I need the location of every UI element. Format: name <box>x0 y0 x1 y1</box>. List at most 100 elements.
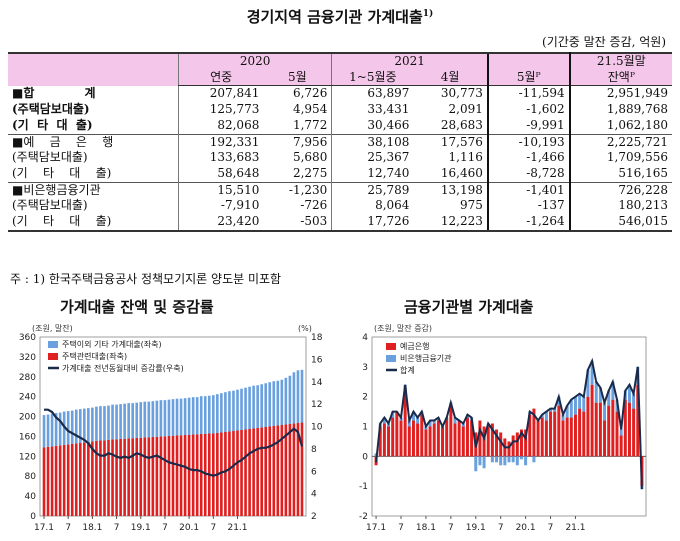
y-right-unit: (%) <box>298 324 312 333</box>
table-cell: 133,683 <box>178 150 264 166</box>
housing-bar <box>107 439 110 516</box>
table-cell: 38,108 <box>331 133 414 151</box>
nonbank-bar <box>524 456 528 466</box>
row-label: (주택담보대출) <box>12 102 90 117</box>
housing-bar <box>187 434 191 516</box>
corner-cell <box>8 52 179 86</box>
nonbank-bar <box>478 456 482 466</box>
table-cell: 63,897 <box>331 85 414 103</box>
x-tick-label: 7 <box>398 523 404 533</box>
housing-bar <box>272 426 276 516</box>
bank-bar <box>582 411 586 457</box>
housing-bar <box>50 446 54 516</box>
bank-bar <box>611 399 615 457</box>
other-loan-bar <box>183 398 187 435</box>
header-may: 5월ᴾ <box>486 69 571 87</box>
housing-bar <box>135 437 139 516</box>
nonbank-bar <box>619 429 623 436</box>
other-loan-bar <box>123 403 126 439</box>
nonbank-bar <box>607 390 611 406</box>
x-tick-label: 7 <box>65 523 71 533</box>
other-loan-bar <box>268 382 272 427</box>
bank-bar <box>573 414 577 457</box>
x-tick-label: 7 <box>114 523 120 533</box>
table-cell: 15,510 <box>178 181 264 199</box>
y-right-tick: 10 <box>311 423 323 433</box>
bank-bar <box>578 408 582 457</box>
y-left-tick: 0 <box>30 512 36 522</box>
other-loan-bar <box>244 387 247 430</box>
bank-bar <box>532 408 536 457</box>
bank-bar <box>553 411 557 457</box>
table-cell: -7,910 <box>178 198 264 215</box>
other-loan-bar <box>99 406 102 441</box>
other-loan-bar <box>272 381 276 427</box>
housing-bar <box>280 425 284 516</box>
nonbank-bar <box>499 456 503 466</box>
bank-bar <box>636 384 640 457</box>
other-loan-bar <box>280 379 284 426</box>
housing-bar <box>232 430 235 516</box>
y-right-tick: 8 <box>311 445 317 455</box>
nonbank-bar <box>519 456 523 460</box>
total-line <box>375 357 643 490</box>
x-tick-label: 17.1 <box>34 523 54 533</box>
legend-total: 합계 <box>400 365 415 375</box>
nonbank-bar <box>578 393 582 409</box>
bank-bar <box>457 420 461 457</box>
housing-bar <box>167 435 171 516</box>
housing-bar <box>248 428 251 516</box>
other-loan-bar <box>167 399 171 436</box>
other-loan-bar <box>216 394 219 433</box>
housing-bar <box>78 442 82 516</box>
bank-bar <box>445 417 449 457</box>
nonbank-bar <box>582 396 586 412</box>
x-tick-label: 17.1 <box>366 523 386 533</box>
nonbank-bar <box>590 360 594 385</box>
unit-label: (기간중 말잔 증감, 억원) <box>542 35 666 49</box>
y-left-tick: 160 <box>19 432 36 442</box>
bank-bar <box>420 414 424 457</box>
bank-bar <box>569 417 573 457</box>
header-2021-may-top <box>486 52 571 70</box>
table-row: (기 타 대 출) 58,648 2,275 12,740 16,460 -8,728 51… <box>8 165 672 183</box>
bank-bar <box>465 417 469 457</box>
table-cell: -9,991 <box>486 117 571 135</box>
housing-bar <box>244 429 247 516</box>
bank-bar <box>432 423 436 457</box>
other-loan-bar <box>240 388 243 430</box>
table-cell: 546,015 <box>569 214 672 232</box>
table-cell: 2,951,949 <box>569 85 672 103</box>
bank-bar <box>540 417 544 457</box>
table-cell: 1,709,556 <box>569 150 672 166</box>
nonbank-bar <box>511 456 515 463</box>
table-cell: 12,223 <box>413 214 488 232</box>
bank-bar <box>482 426 486 457</box>
table-cell: 1,889,768 <box>569 102 672 118</box>
bank-bar <box>453 423 457 457</box>
table-cell: -137 <box>486 198 571 215</box>
y-right-tick: 6 <box>311 467 317 477</box>
other-loan-bar <box>292 372 296 424</box>
legend-other: 주택이외 기타 가계대출(좌축) <box>62 339 162 349</box>
housing-bar <box>288 424 292 516</box>
legend-swatch-housing <box>48 353 58 360</box>
housing-bar <box>151 436 155 516</box>
nonbank-bar <box>515 456 519 466</box>
x-tick-label: 7 <box>548 523 554 533</box>
housing-bar <box>175 435 179 516</box>
bank-bar <box>594 402 598 457</box>
other-loan-bar <box>87 408 90 442</box>
table-cell: 975 <box>459 198 483 213</box>
bank-bar <box>490 423 494 457</box>
loan-table: 2020 2021 21.5월말 연중 5월 1~5월중 4월 5월ᴾ 잔액ᴾ … <box>8 52 672 232</box>
nonbank-bar <box>586 369 590 397</box>
bank-bar <box>623 399 627 457</box>
header-may2020: 5월 <box>263 69 332 87</box>
nonbank-bar <box>432 420 436 424</box>
table-cell: 125,773 <box>178 102 264 118</box>
nonbank-bar <box>603 402 607 421</box>
bank-bar <box>590 384 594 457</box>
bank-bar <box>478 420 482 457</box>
bank-bar <box>586 396 590 457</box>
